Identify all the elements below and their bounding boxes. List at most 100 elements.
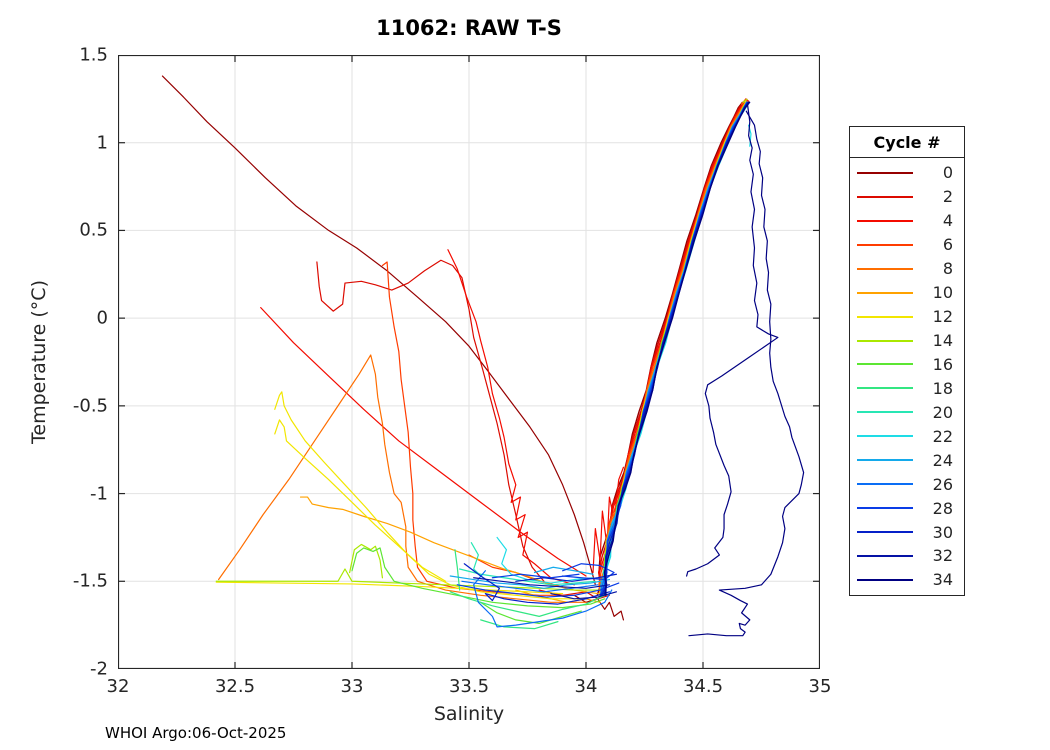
series-line-cycle-28 (456, 582, 620, 598)
legend-row-cycle-6: 6 (850, 233, 964, 257)
series-band-cycle-6 (598, 101, 746, 597)
legend-row-cycle-14: 14 (850, 329, 964, 353)
legend-row-cycle-10: 10 (850, 281, 964, 305)
series-band-cycle-24 (600, 101, 748, 597)
legend-label: 28 (932, 498, 953, 518)
series-line-cycle-20 (470, 542, 484, 579)
legend-label: 0 (942, 163, 953, 183)
series-band-cycle-22 (602, 101, 750, 597)
x-tick-label: 32 (106, 676, 130, 697)
y-tick-label: 1 (96, 132, 108, 154)
legend-line-sample (857, 291, 913, 294)
legend-line-sample (857, 578, 913, 581)
series-line-cycle-18 (449, 591, 606, 617)
series-line-cycle-0 (161, 75, 596, 586)
series-band-cycle-4 (598, 101, 746, 597)
footer-annotation: WHOI Argo:06-Oct-2025 (105, 724, 287, 742)
series-line-cycle-18 (454, 549, 461, 591)
legend-row-cycle-2: 2 (850, 185, 964, 209)
series-band-cycle-14 (599, 101, 748, 597)
x-tick-label: 33 (340, 676, 364, 697)
legend-row-cycle-4: 4 (850, 209, 964, 233)
series-line-cycle-30 (515, 573, 618, 582)
legend-label: 6 (942, 235, 953, 255)
legend-line-sample (857, 459, 913, 462)
series-line-cycle-20 (459, 568, 596, 586)
legend-label: 20 (932, 402, 953, 422)
series-line-cycle-12 (274, 391, 587, 600)
series-line-cycle-34 (686, 103, 779, 577)
series-band-cycle-8 (598, 101, 746, 597)
x-tick-label: 35 (808, 676, 832, 697)
y-tick-label: -1 (90, 483, 108, 505)
series-line-cycle-14 (349, 543, 384, 579)
axes-box (118, 55, 820, 669)
legend-row-cycle-24: 24 (850, 448, 964, 472)
legend-label: 30 (932, 522, 953, 542)
legend-line-sample (857, 339, 913, 342)
legend-row-cycle-22: 22 (850, 424, 964, 448)
legend-line-sample (857, 531, 913, 534)
legend: Cycle # 0 2 4 6 8 10 12 14 16 18 20 22 24 26 28 30 32 34 (849, 126, 965, 596)
series-line-cycle-16 (480, 601, 582, 624)
legend-row-cycle-0: 0 (850, 161, 964, 185)
series-line-cycle-12 (215, 581, 564, 595)
y-axis-label: Temperature (°C) (28, 280, 50, 444)
legend-label: 22 (932, 426, 953, 446)
legend-label: 34 (932, 570, 953, 590)
series-line-cycle-34 (688, 110, 805, 637)
legend-row-cycle-34: 34 (850, 568, 964, 592)
y-tick-label: -0.5 (72, 395, 108, 417)
series-line-cycle-6 (381, 261, 575, 596)
series-line-cycle-30 (463, 563, 610, 605)
legend-label: 14 (932, 331, 953, 351)
legend-line-sample (857, 195, 913, 198)
legend-line-sample (857, 554, 913, 557)
legend-line-sample (857, 267, 913, 270)
series-line-cycle-10 (299, 496, 599, 595)
legend-line-sample (857, 243, 913, 246)
chart-title: 11062: RAW T-S (376, 16, 562, 40)
series-line-cycle-4 (260, 307, 587, 577)
series-line-cycle-0 (573, 594, 625, 621)
series-line-cycle-32 (550, 591, 618, 600)
legend-line-sample (857, 435, 913, 438)
legend-row-cycle-8: 8 (850, 257, 964, 281)
series-line-cycle-8 (218, 354, 587, 603)
legend-row-cycle-32: 32 (850, 544, 964, 568)
legend-title: Cycle # (850, 127, 964, 158)
legend-line-sample (857, 219, 913, 222)
y-tick-label: 0 (96, 307, 108, 329)
series-line-cycle-14 (742, 98, 748, 103)
series-line-cycle-28 (562, 563, 615, 581)
legend-row-cycle-26: 26 (850, 472, 964, 496)
legend-label: 18 (932, 378, 953, 398)
legend-label: 4 (942, 211, 953, 231)
legend-label: 12 (932, 307, 953, 327)
legend-line-sample (857, 387, 913, 390)
series-band-cycle-0 (596, 101, 744, 597)
series-line-cycle-32 (473, 577, 610, 589)
series-line-cycle-12 (274, 419, 447, 582)
series-band-cycle-32 (603, 101, 750, 597)
series-line-cycle-24 (533, 566, 594, 575)
series-line-cycle-18 (480, 619, 559, 630)
legend-line-sample (857, 363, 913, 366)
series-line-cycle-28 (491, 573, 580, 579)
legend-line-sample (857, 171, 913, 174)
legend-row-cycle-16: 16 (850, 353, 964, 377)
legend-line-sample (857, 411, 913, 414)
series-line-cycle-16 (351, 547, 606, 609)
legend-label: 16 (932, 354, 953, 374)
series-line-cycle-4 (447, 249, 575, 586)
legend-label: 26 (932, 474, 953, 494)
legend-row-cycle-30: 30 (850, 520, 964, 544)
series-line-cycle-26 (473, 570, 613, 628)
y-tick-label: -2 (90, 658, 108, 680)
x-tick-label: 32.5 (214, 676, 256, 697)
series-band-cycle-34 (603, 101, 751, 597)
x-tick-label: 34 (574, 676, 598, 697)
legend-line-sample (857, 483, 913, 486)
legend-rows: 0 2 4 6 8 10 12 14 16 18 20 22 24 26 28 30 32 34 (850, 158, 964, 595)
series-line-cycle-10 (515, 589, 601, 603)
